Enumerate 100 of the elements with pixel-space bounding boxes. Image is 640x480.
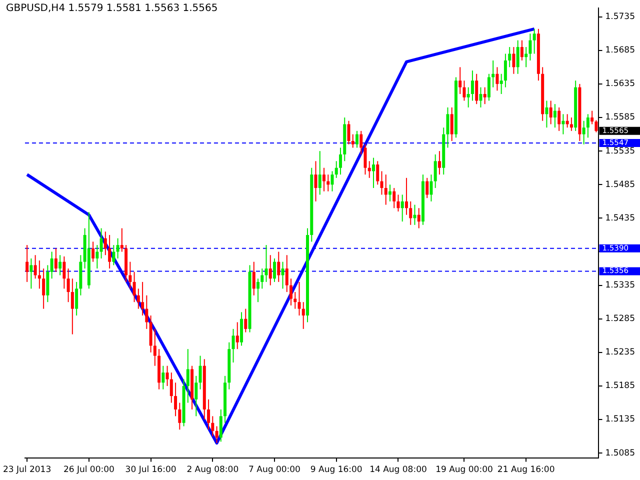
candlestick bbox=[496, 66, 499, 92]
candlestick bbox=[524, 46, 528, 68]
x-tick-label: 21 Aug 16:00 bbox=[497, 465, 555, 476]
x-tick-label: 9 Aug 16:00 bbox=[310, 465, 362, 476]
candlestick bbox=[174, 382, 178, 417]
candlestick bbox=[322, 167, 326, 192]
candlestick bbox=[384, 174, 388, 206]
y-tick-label: 1.5235 bbox=[605, 348, 636, 358]
candlestick bbox=[170, 372, 173, 404]
candlestick bbox=[277, 251, 280, 282]
candlestick bbox=[149, 315, 152, 353]
x-tick-label: 14 Aug 08:00 bbox=[370, 465, 427, 476]
y-tick-label: 1.5735 bbox=[605, 12, 636, 22]
candlestick bbox=[62, 256, 66, 290]
candlestick bbox=[590, 110, 594, 125]
candlestick bbox=[417, 208, 420, 229]
candlestick bbox=[50, 251, 54, 280]
y-tick-label: 1.5335 bbox=[605, 280, 636, 291]
candlestick bbox=[479, 86, 482, 108]
candlestick bbox=[492, 60, 495, 88]
candlestick bbox=[30, 258, 33, 290]
candlestick bbox=[314, 160, 318, 202]
x-tick-label: 23 Jul 2013 bbox=[3, 465, 52, 476]
candlestick bbox=[186, 348, 190, 404]
candlestick bbox=[42, 268, 46, 310]
candlestick bbox=[256, 278, 260, 303]
candlestick bbox=[562, 114, 565, 135]
candlestick bbox=[466, 86, 470, 108]
candlestick bbox=[508, 46, 512, 68]
candlestick bbox=[512, 46, 516, 74]
candlestick bbox=[281, 261, 284, 290]
candlestick bbox=[211, 416, 214, 437]
candlestick bbox=[232, 328, 235, 363]
candlestick bbox=[586, 114, 590, 138]
candlestick bbox=[34, 254, 37, 280]
candlestick bbox=[198, 355, 202, 390]
candlestick bbox=[339, 147, 342, 176]
candlestick bbox=[388, 184, 392, 202]
candlestick bbox=[462, 80, 466, 102]
candlestick bbox=[570, 117, 573, 132]
y-tick-label: 1.5085 bbox=[605, 448, 636, 458]
y-tick-label: 1.5685 bbox=[605, 46, 636, 56]
y-tick-label: 1.5585 bbox=[605, 112, 636, 123]
candlestick bbox=[294, 292, 297, 310]
candlestick bbox=[380, 170, 384, 196]
candlestick bbox=[351, 134, 354, 148]
candlestick bbox=[372, 157, 375, 188]
candlestick bbox=[136, 288, 140, 310]
x-tick-label: 7 Aug 00:00 bbox=[248, 465, 300, 476]
candlestick bbox=[549, 100, 552, 125]
candlestick bbox=[104, 231, 107, 256]
candlestick bbox=[458, 66, 462, 95]
candlestick bbox=[504, 53, 507, 88]
candlestick bbox=[404, 177, 408, 216]
candlestick bbox=[487, 73, 490, 102]
candlestick bbox=[364, 144, 367, 176]
candlestick bbox=[96, 244, 99, 270]
candlestick bbox=[46, 264, 50, 303]
candlestick bbox=[396, 194, 400, 212]
candlestick bbox=[434, 154, 437, 188]
candlestick bbox=[302, 302, 305, 330]
candlestick bbox=[409, 200, 412, 226]
candlestick bbox=[120, 228, 124, 252]
candlestick bbox=[116, 238, 120, 259]
candlestick bbox=[413, 204, 416, 226]
candlestick bbox=[240, 312, 244, 346]
candlestick bbox=[132, 271, 136, 303]
candlestick bbox=[376, 160, 380, 186]
x-tick-label: 2 Aug 08:00 bbox=[186, 465, 239, 476]
candlestick bbox=[594, 120, 598, 133]
y-tick-label: 1.5535 bbox=[605, 146, 636, 156]
candlestick bbox=[326, 174, 330, 192]
y-tick-label: 1.5135 bbox=[605, 414, 636, 425]
candlestick bbox=[141, 281, 144, 316]
candlestick bbox=[582, 120, 586, 145]
candlestick bbox=[162, 365, 165, 390]
candlestick bbox=[532, 28, 536, 54]
y-tick-label: 1.5485 bbox=[605, 180, 636, 190]
candlestick bbox=[178, 402, 182, 430]
candlestick bbox=[207, 398, 210, 430]
candlestick bbox=[368, 160, 371, 178]
candlestick bbox=[260, 268, 264, 290]
candlestick bbox=[244, 308, 248, 333]
candlestick bbox=[219, 408, 222, 442]
candlestick bbox=[26, 244, 29, 282]
candlestick bbox=[100, 228, 103, 259]
candlestick bbox=[290, 278, 293, 306]
candlestick bbox=[264, 244, 268, 282]
candlestick bbox=[430, 174, 433, 202]
candlestick bbox=[112, 244, 116, 266]
y-tick-label: 1.5285 bbox=[605, 314, 636, 324]
y-tick-label: 1.5185 bbox=[605, 381, 636, 392]
candlestick bbox=[330, 170, 334, 192]
candlestick bbox=[334, 160, 338, 178]
candlestick bbox=[483, 86, 486, 105]
candlestick bbox=[215, 426, 218, 444]
y-tick-label: 1.5435 bbox=[605, 213, 636, 224]
candlestick bbox=[318, 150, 322, 196]
candlestick bbox=[268, 254, 272, 286]
y-tick-label: 1.5635 bbox=[605, 79, 636, 90]
